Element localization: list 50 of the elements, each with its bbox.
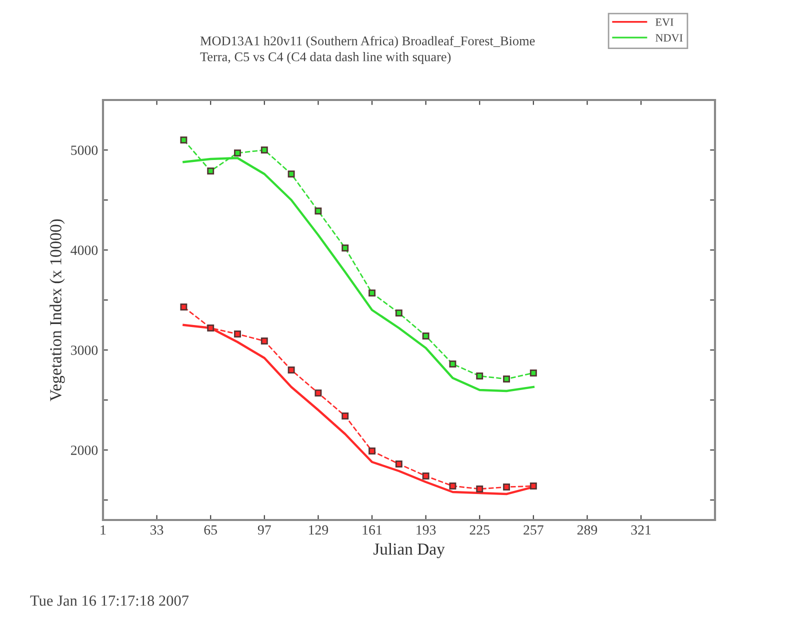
x-tick-label: 33 xyxy=(150,525,164,535)
point xyxy=(449,360,456,368)
point xyxy=(368,290,376,296)
y-tick-label: 5000 xyxy=(71,146,98,155)
point xyxy=(342,412,349,420)
x-tick-label: 65 xyxy=(204,525,218,535)
point xyxy=(234,150,241,156)
point xyxy=(314,208,322,214)
x-tick-label: 257 xyxy=(524,525,544,535)
point xyxy=(449,482,456,490)
point xyxy=(395,460,402,468)
point xyxy=(422,472,430,480)
point xyxy=(368,448,376,454)
x-tick-label: 289 xyxy=(577,525,598,535)
text: Tue Jan 16 17:17:18 2007 xyxy=(30,596,189,606)
x-tick-label: 129 xyxy=(309,525,328,535)
x-tick-label: 193 xyxy=(416,525,436,535)
x-axis-title: Julian Day xyxy=(373,543,445,558)
x-tick-label: 225 xyxy=(470,525,490,535)
point xyxy=(503,484,510,490)
point xyxy=(288,366,295,374)
point xyxy=(207,324,214,332)
chart-title: MOD13A1 h20v11 (Southern Africa) Broadleaf_Forest_Biome xyxy=(200,36,535,48)
x-tick-label: 321 xyxy=(631,525,651,535)
x-tick-label: 97 xyxy=(258,525,271,535)
y-tick-label: 2000 xyxy=(70,446,98,455)
y-tick-label: 4000 xyxy=(70,246,98,255)
point xyxy=(395,310,402,316)
point xyxy=(207,168,214,174)
point xyxy=(342,244,349,252)
point xyxy=(503,376,510,382)
point xyxy=(260,146,268,154)
legend-label: NDVI xyxy=(656,34,683,42)
point xyxy=(476,486,484,492)
point xyxy=(476,372,484,380)
y-tick-label: 3000 xyxy=(71,346,98,355)
point xyxy=(422,332,430,340)
point xyxy=(260,338,268,344)
point xyxy=(530,482,537,490)
x-tick-label: 1 xyxy=(100,525,106,534)
legend-label: EVI xyxy=(656,18,674,26)
y-axis-title: Vegetation Index (x 10000) xyxy=(50,219,65,402)
point xyxy=(314,390,322,396)
x-tick-label: 161 xyxy=(362,525,382,535)
point xyxy=(288,170,295,178)
point xyxy=(530,370,537,376)
chart-subtitle: Terra, C5 vs C4 (C4 data dash line with square) xyxy=(200,52,451,64)
point xyxy=(180,136,188,144)
point xyxy=(180,304,188,310)
point xyxy=(234,330,241,338)
